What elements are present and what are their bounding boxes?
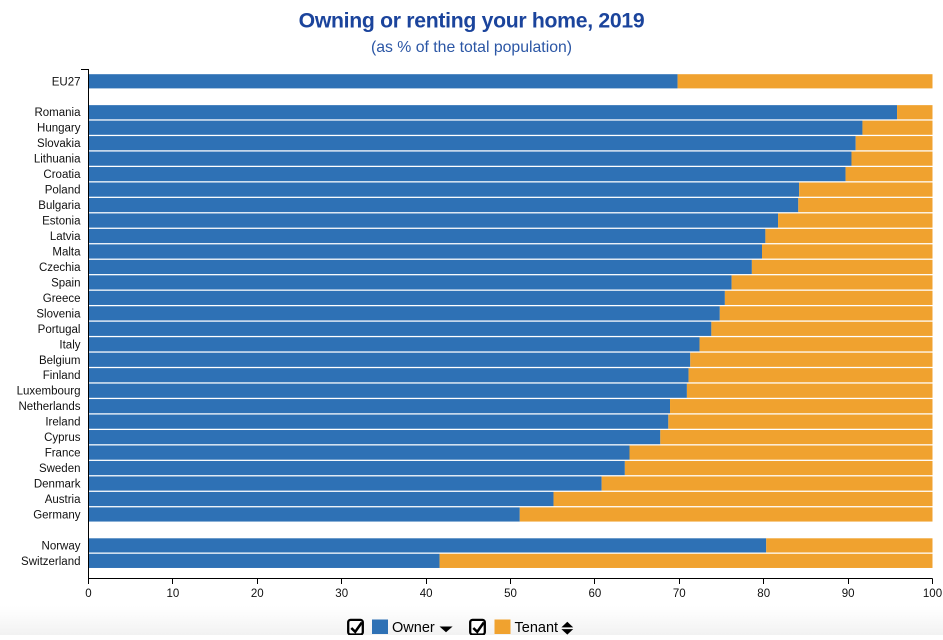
svg-text:Luxembourg: Luxembourg: [17, 386, 81, 398]
svg-text:Cyprus: Cyprus: [44, 432, 81, 444]
svg-text:Greece: Greece: [43, 293, 81, 305]
svg-text:Bulgaria: Bulgaria: [38, 200, 81, 212]
svg-text:50: 50: [504, 588, 517, 600]
svg-text:Netherlands: Netherlands: [18, 401, 80, 413]
svg-text:Czechia: Czechia: [39, 262, 81, 274]
svg-text:Romania: Romania: [34, 107, 81, 119]
svg-text:60: 60: [589, 588, 602, 600]
svg-text:20: 20: [251, 588, 264, 600]
svg-text:Belgium: Belgium: [39, 355, 81, 367]
svg-text:Sweden: Sweden: [39, 463, 81, 475]
svg-text:30: 30: [335, 588, 348, 600]
svg-text:EU27: EU27: [52, 76, 81, 88]
svg-text:90: 90: [842, 588, 855, 600]
svg-text:10: 10: [167, 588, 180, 600]
svg-text:Poland: Poland: [45, 185, 81, 197]
svg-text:France: France: [45, 448, 81, 460]
svg-text:Austria: Austria: [45, 494, 81, 506]
svg-text:40: 40: [420, 588, 433, 600]
svg-text:Lithuania: Lithuania: [34, 154, 81, 166]
svg-text:80: 80: [757, 588, 770, 600]
svg-text:Owner: Owner: [392, 620, 435, 635]
svg-text:Spain: Spain: [51, 277, 80, 289]
svg-text:Hungary: Hungary: [37, 123, 81, 135]
svg-text:Switzerland: Switzerland: [21, 556, 80, 568]
svg-text:Estonia: Estonia: [42, 216, 81, 228]
svg-text:Finland: Finland: [43, 370, 81, 382]
svg-text:Denmark: Denmark: [34, 479, 81, 491]
svg-text:Ireland: Ireland: [45, 417, 80, 429]
svg-text:Slovenia: Slovenia: [36, 308, 81, 320]
svg-text:70: 70: [673, 588, 686, 600]
svg-text:Malta: Malta: [52, 246, 81, 258]
svg-text:Germany: Germany: [33, 509, 81, 521]
svg-text:Croatia: Croatia: [43, 169, 81, 181]
svg-text:0: 0: [85, 588, 91, 600]
svg-text:Tenant: Tenant: [515, 620, 559, 635]
svg-text:Owning or renting your home, 2: Owning or renting your home, 2019: [299, 10, 645, 33]
svg-text:Italy: Italy: [59, 339, 80, 351]
svg-text:Latvia: Latvia: [50, 231, 81, 243]
svg-text:Slovakia: Slovakia: [37, 138, 81, 150]
svg-text:Norway: Norway: [42, 540, 81, 552]
svg-text:Portugal: Portugal: [38, 324, 81, 336]
svg-text:100: 100: [923, 588, 942, 600]
svg-text:(as % of the total population): (as % of the total population): [371, 39, 572, 56]
